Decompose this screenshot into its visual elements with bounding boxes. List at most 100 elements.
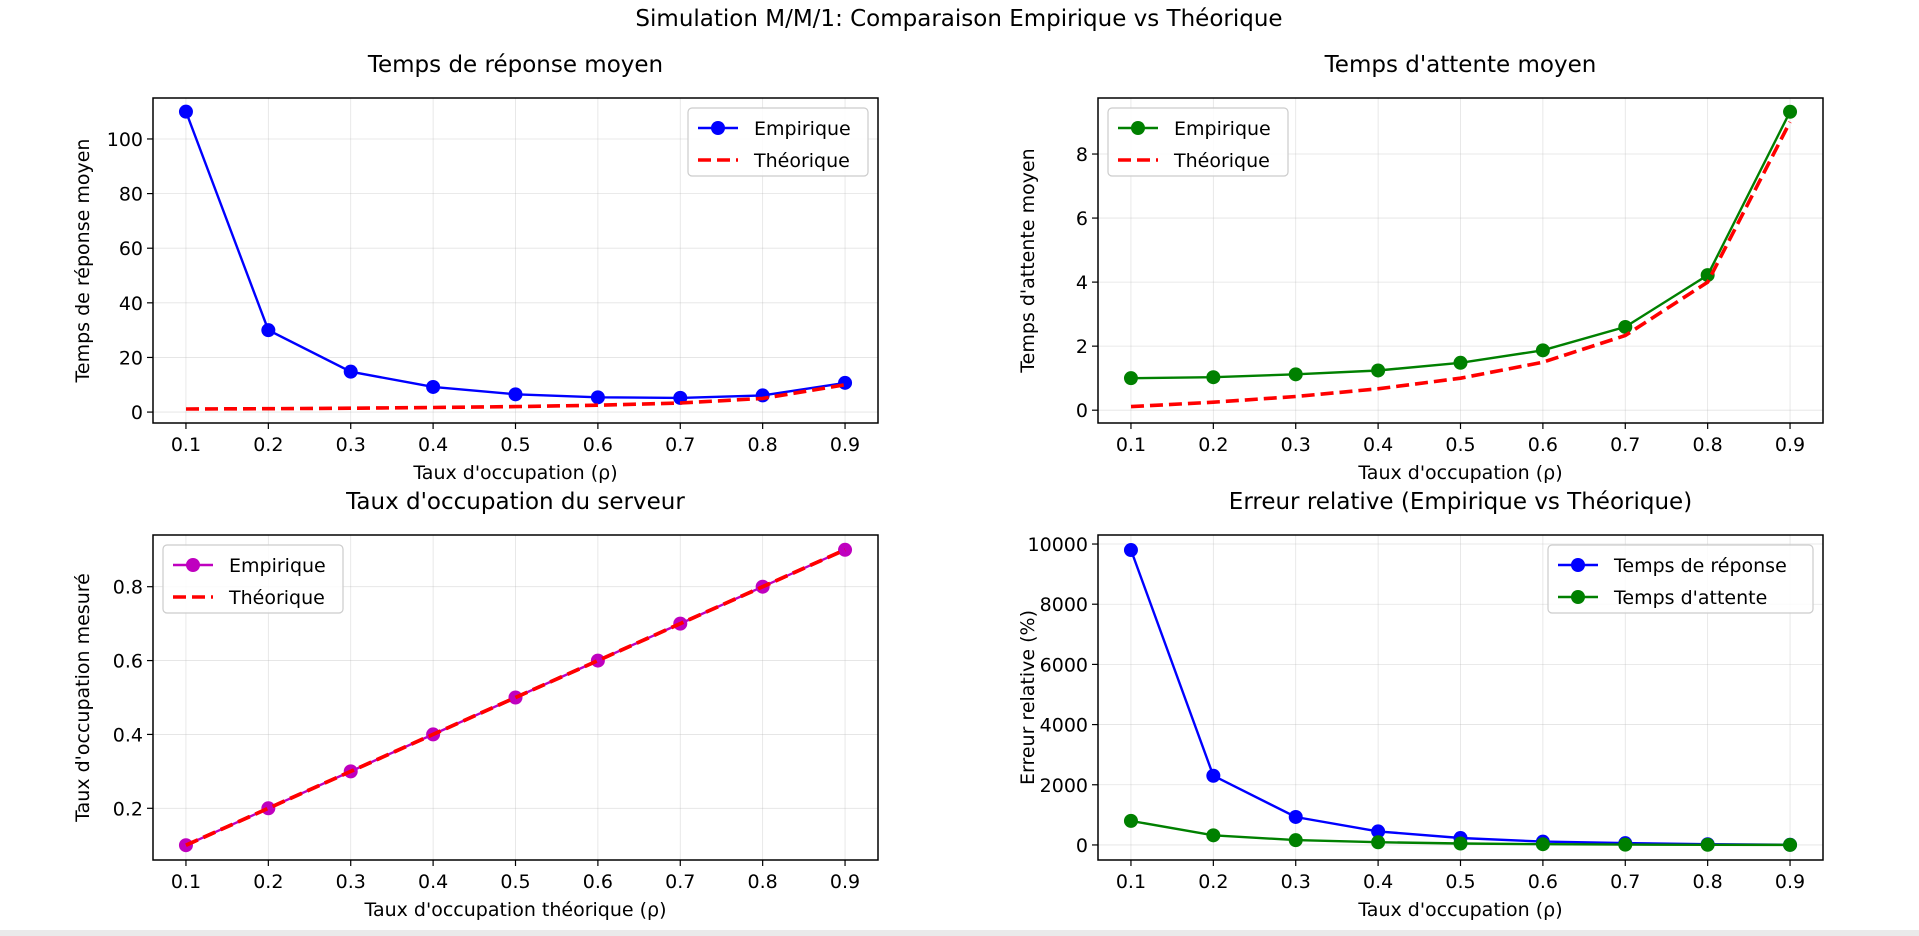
chart-relerror-xtick-label: 0.3 [1281,871,1311,893]
chart-waiting-series-empirique-point [1206,370,1221,385]
chart-relerror-series-temps-d-attente-point [1288,833,1303,848]
chart-waiting-xtick-label: 0.9 [1775,434,1805,456]
chart-occupancy-xtick-label: 0.4 [418,871,448,893]
chart-occupancy-legend-label: Empirique [229,555,326,577]
chart-response-legend-box [687,107,869,177]
chart-relerror-series-temps-d-attente-point [1123,813,1138,828]
chart-relerror-legend-label: Temps de réponse [1613,555,1787,577]
chart-relerror-series-temps-de-r-ponse-point [1288,809,1303,824]
chart-response-xtick-label: 0.1 [171,434,201,456]
chart-occupancy-frame [152,534,879,861]
chart-relerror-xtick-label: 0.6 [1528,871,1558,893]
chart-waiting-xlabel: Taux d'occupation (ρ) [1357,462,1562,484]
chart-relerror-ytick-label: 4000 [1040,715,1088,737]
chart-waiting-legend-label: Empirique [1174,118,1271,140]
chart-relerror-xtick-label: 0.4 [1363,871,1393,893]
chart-occupancy-ytick-label: 0.2 [113,798,143,820]
chart-occupancy: Taux d'occupation du serveur 0.1 0.2 0.3 0.4… [72,489,879,921]
chart-response-plot-area [178,104,853,411]
chart-response-xtick-label: 0.5 [500,434,530,456]
chart-relerror-legend-marker [1571,590,1585,604]
chart-response-ylabel: Temps de réponse moyen [72,139,94,384]
chart-relerror-ytick-label: 2000 [1040,775,1088,797]
chart-waiting-xtick-label: 0.5 [1445,434,1475,456]
chart-waiting-legend-marker [1131,121,1145,135]
chart-waiting-series-empirique-point [1371,363,1386,378]
chart-response-series-empirique-point [343,364,358,379]
chart-response-title: Temps de réponse moyen [367,52,663,78]
chart-response-series-empirique-point [508,387,523,402]
chart-response-ytick-label: 40 [119,293,143,315]
chart-occupancy-xtick-label: 0.9 [830,871,860,893]
chart-occupancy-title: Taux d'occupation du serveur [345,489,685,515]
chart-occupancy-xtick-label: 0.5 [500,871,530,893]
chart-response-xtick-label: 0.3 [336,434,366,456]
chart-response-xtick-label: 0.9 [830,434,860,456]
chart-response-series-empirique-point [261,323,276,338]
chart-response-series-empirique-point [838,375,853,390]
chart-relerror-xtick-label: 0.2 [1198,871,1228,893]
chart-relerror-series-temps-d-attente-point [1700,837,1715,852]
chart-response-ytick-label: 60 [119,238,143,260]
chart-occupancy-xtick-label: 0.8 [748,871,778,893]
chart-response-xtick-label: 0.8 [748,434,778,456]
chart-relerror-xtick-label: 0.7 [1610,871,1640,893]
chart-response-series-empirique-point [426,379,441,394]
chart-relerror-legend: Temps de réponse Temps d'attente [1547,544,1814,614]
chart-waiting-xtick-label: 0.6 [1528,434,1558,456]
chart-occupancy-ytick-label: 0.4 [113,724,143,746]
chart-relerror-xlabel: Taux d'occupation (ρ) [1357,899,1562,921]
chart-waiting-xtick-label: 0.8 [1693,434,1723,456]
chart-waiting-series-th-orique-line [1130,121,1792,409]
chart-waiting-xtick-label: 0.1 [1116,434,1146,456]
chart-occupancy-series-empirique-point [590,653,605,668]
chart-waiting-series-empirique-point [1535,343,1550,358]
chart-waiting-frame [1097,97,1824,424]
chart-occupancy-xtick-label: 0.2 [253,871,283,893]
chart-response-series-empirique-point [178,104,193,119]
chart-relerror-xtick-label: 0.9 [1775,871,1805,893]
chart-relerror-series-temps-d-attente-point [1535,837,1550,852]
chart-response-xtick-label: 0.6 [583,434,613,456]
chart-waiting-xtick-label: 0.2 [1198,434,1228,456]
chart-occupancy-xtick-label: 0.7 [665,871,695,893]
chart-occupancy-series-empirique-point [838,542,853,557]
chart-response-legend-label: Empirique [754,118,851,140]
chart-waiting-series-empirique-point [1123,371,1138,386]
chart-occupancy-series-empirique-point [178,838,193,853]
chart-waiting-ytick-label: 6 [1076,208,1088,230]
chart-relerror-series-temps-d-attente-point [1453,836,1468,851]
chart-waiting-ylabel: Temps d'attente moyen [1017,148,1039,373]
chart-relerror-series-temps-de-r-ponse-point [1123,543,1138,558]
chart-occupancy-ytick-label: 0.8 [113,577,143,599]
chart-relerror-ytick-label: 10000 [1028,534,1088,556]
chart-response-legend: Empirique Théorique [687,107,869,177]
chart-waiting-ytick-label: 0 [1076,400,1088,422]
chart-relerror: Erreur relative (Empirique vs Théorique)… [1017,489,1824,921]
chart-response-xlabel: Taux d'occupation (ρ) [412,462,617,484]
chart-relerror-series-temps-d-attente-point [1206,828,1221,843]
chart-response: Temps de réponse moyen 0.1 0.2 0.3 0.4 0.5 0.6… [72,52,879,484]
chart-waiting-plot-area [1123,104,1798,409]
chart-response-ytick-label: 80 [119,184,143,206]
chart-relerror-ytick-label: 8000 [1040,594,1088,616]
chart-relerror-series-temps-d-attente-point [1371,835,1386,850]
chart-relerror-series-temps-d-attente-point [1618,837,1633,852]
chart-occupancy-legend-label: Théorique [228,587,325,609]
chart-response-xtick-label: 0.7 [665,434,695,456]
chart-response-legend-marker [711,121,725,135]
figure-suptitle: Simulation M/M/1: Comparaison Empirique … [635,6,1282,32]
chart-waiting-title: Temps d'attente moyen [1324,52,1597,78]
chart-occupancy-ytick-label: 0.6 [113,651,143,673]
chart-relerror-plot-area [1123,543,1798,852]
chart-occupancy-legend-box [162,544,344,614]
chart-waiting-xtick-label: 0.3 [1281,434,1311,456]
chart-relerror-xtick-label: 0.5 [1445,871,1475,893]
chart-waiting-series-empirique-point [1783,104,1798,119]
chart-response-legend-label: Théorique [753,150,850,172]
chart-occupancy-legend: Empirique Théorique [162,544,344,614]
chart-response-xtick-label: 0.4 [418,434,448,456]
chart-relerror-series-temps-d-attente-point [1783,837,1798,852]
chart-relerror-legend-label: Temps d'attente [1613,587,1767,609]
